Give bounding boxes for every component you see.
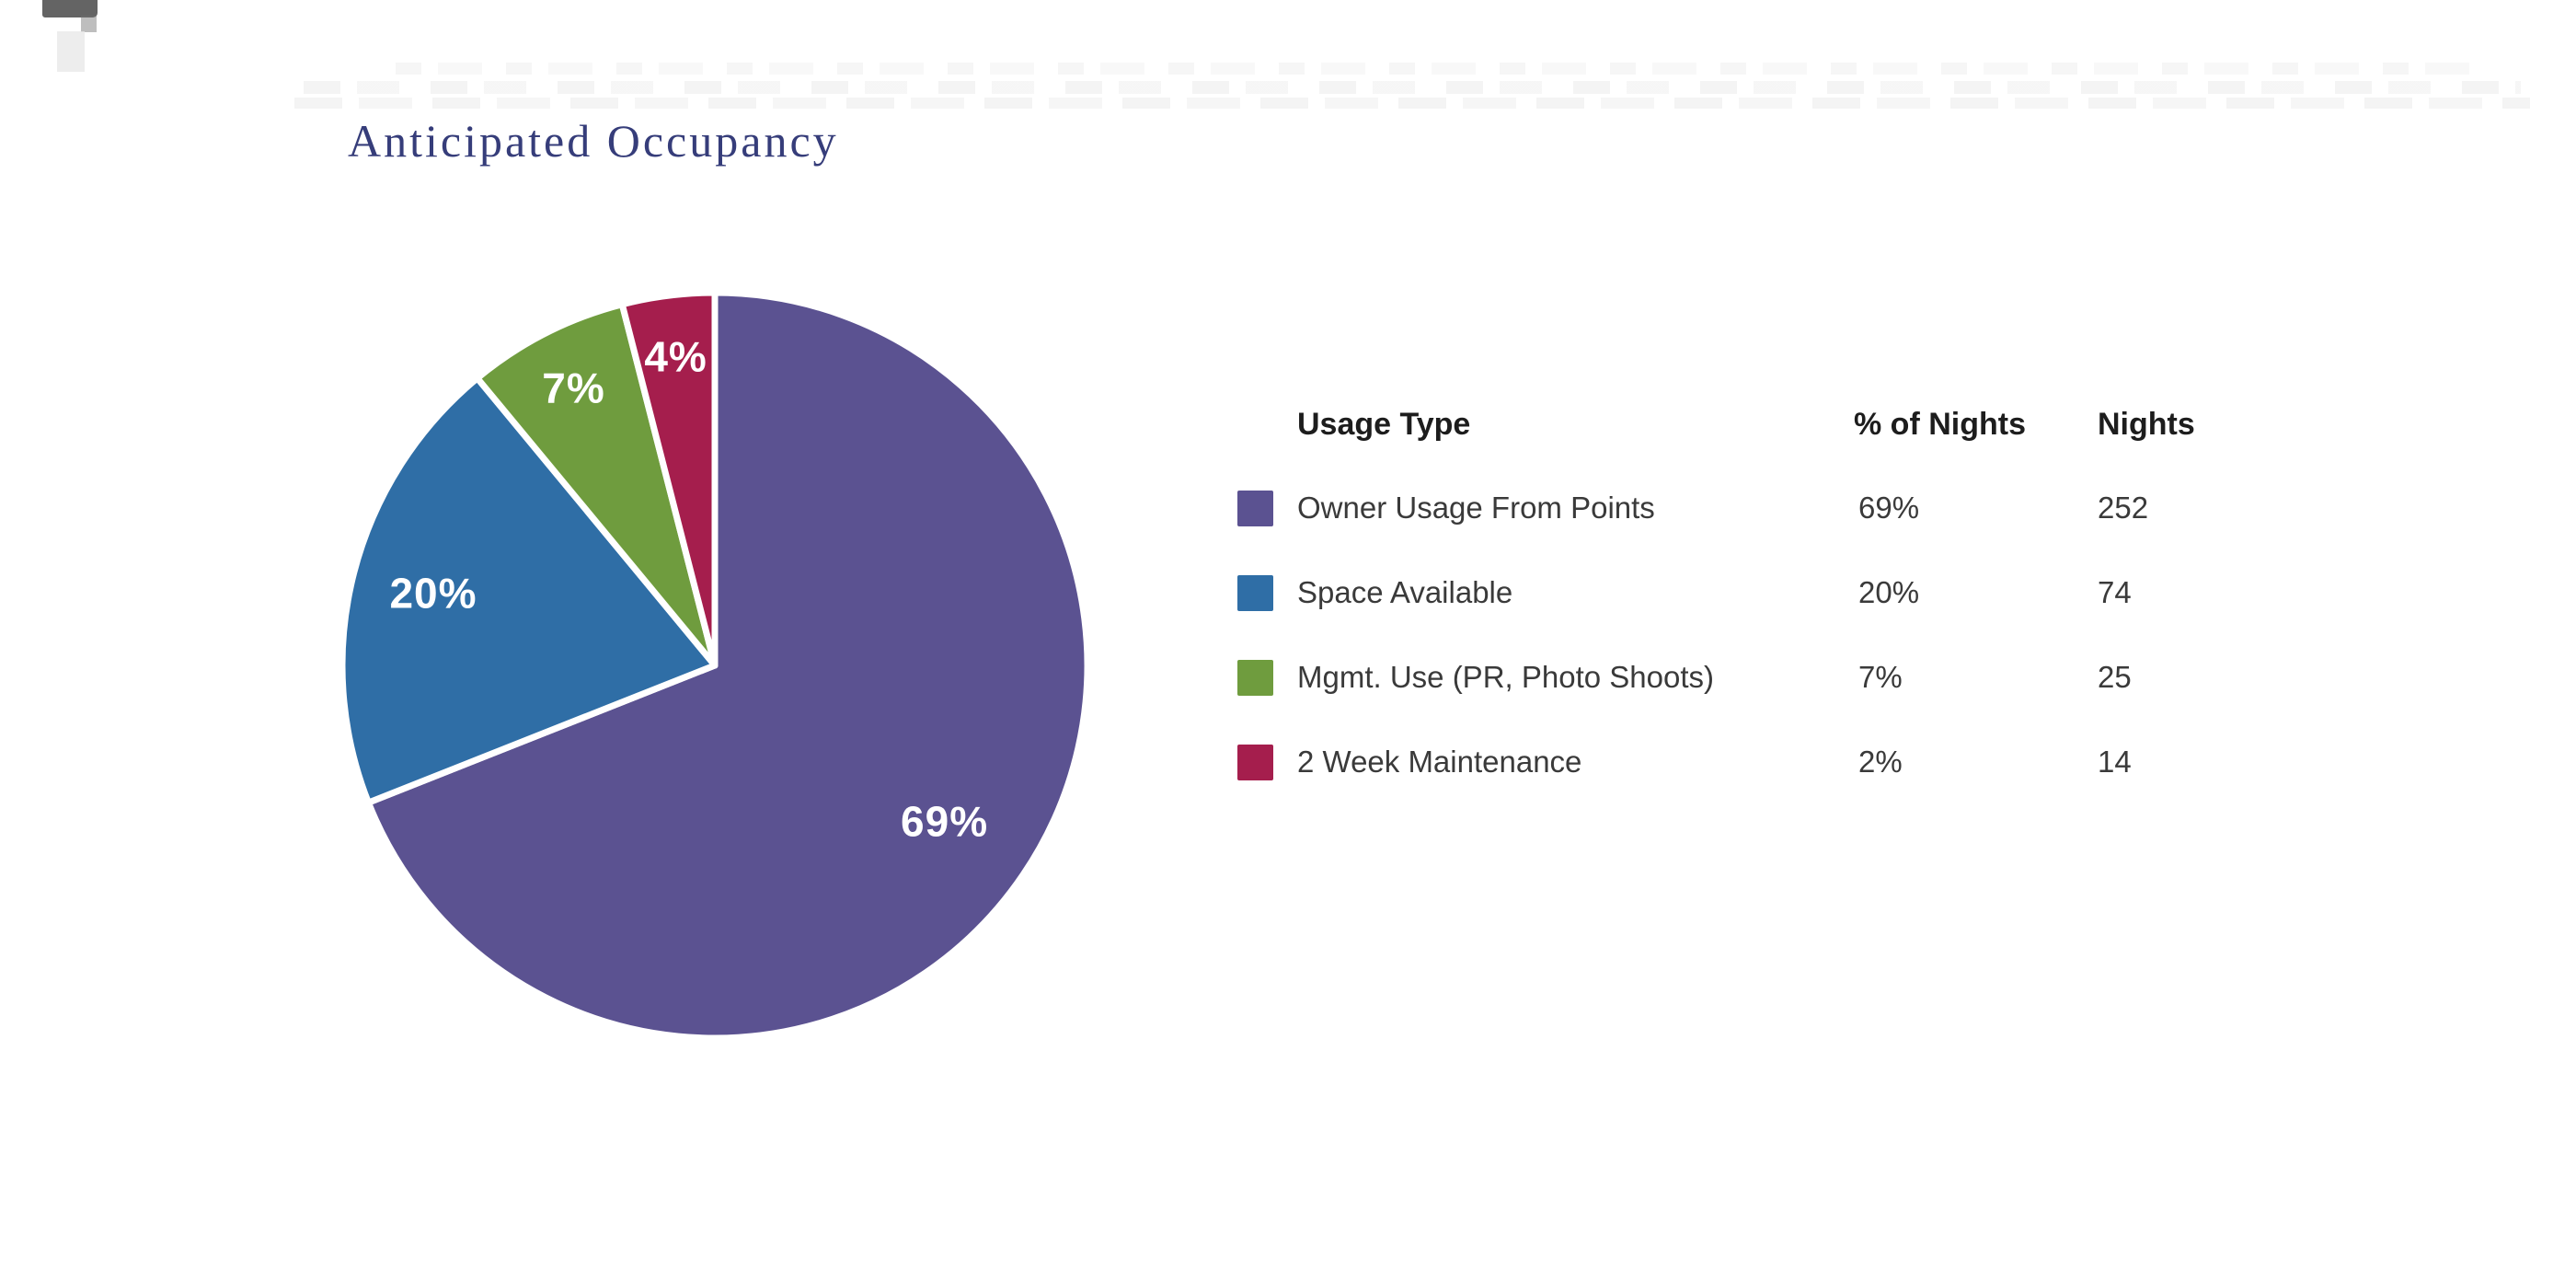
page-title: Anticipated Occupancy	[348, 115, 839, 167]
legend-nights: 252	[2098, 491, 2149, 525]
legend-percent-of-nights: 69%	[1858, 491, 1920, 525]
legend-swatch-3	[1237, 660, 1273, 696]
pie-slice-label-1: 69%	[901, 798, 988, 846]
legend-usage-type: 2 Week Maintenance	[1297, 745, 1582, 779]
legend-percent-of-nights: 7%	[1858, 660, 1903, 694]
legend-row-3: Mgmt. Use (PR, Photo Shoots) 7% 25	[1237, 658, 2295, 697]
pie-slice-1	[364, 289, 1091, 1042]
artifact-topleft-mark-small	[81, 16, 97, 32]
artifact-topleft-smear	[57, 31, 85, 72]
legend-header-usage-type: Usage Type	[1297, 407, 1471, 442]
pie-slice-label-3: 7%	[542, 364, 604, 412]
legend-header-row: Usage Type % of Nights Nights	[1237, 405, 2295, 444]
legend-usage-type: Space Available	[1297, 575, 1513, 609]
legend-header-percent: % of Nights	[1854, 407, 2026, 442]
legend-swatch-1	[1237, 491, 1273, 526]
legend-swatch-4	[1237, 745, 1273, 780]
pie-chart: 69% 20% 7% 4%	[339, 289, 1091, 1042]
legend-row-4: 2 Week Maintenance 2% 14	[1237, 743, 2295, 781]
legend-percent-of-nights: 2%	[1858, 745, 1903, 779]
legend-percent-of-nights: 20%	[1858, 575, 1920, 609]
legend-row-2: Space Available 20% 74	[1237, 573, 2295, 612]
pie-slice-2	[339, 375, 719, 806]
legend-table: Usage Type % of Nights Nights Owner Usag…	[1237, 0, 2295, 828]
legend-nights: 74	[2098, 575, 2132, 609]
legend-usage-type: Mgmt. Use (PR, Photo Shoots)	[1297, 660, 1714, 694]
pie-slice-label-2: 20%	[389, 569, 477, 617]
legend-nights: 14	[2098, 745, 2132, 779]
legend-usage-type: Owner Usage From Points	[1297, 491, 1655, 525]
artifact-topleft-mark	[42, 0, 98, 17]
legend-swatch-2	[1237, 575, 1273, 611]
pie-slice-4	[618, 289, 719, 669]
legend-row-1: Owner Usage From Points 69% 252	[1237, 489, 2295, 527]
pie-slice-3	[474, 301, 719, 669]
pie-slice-label-4: 4%	[644, 333, 707, 381]
legend-nights: 25	[2098, 660, 2132, 694]
legend-header-nights: Nights	[2098, 407, 2195, 442]
